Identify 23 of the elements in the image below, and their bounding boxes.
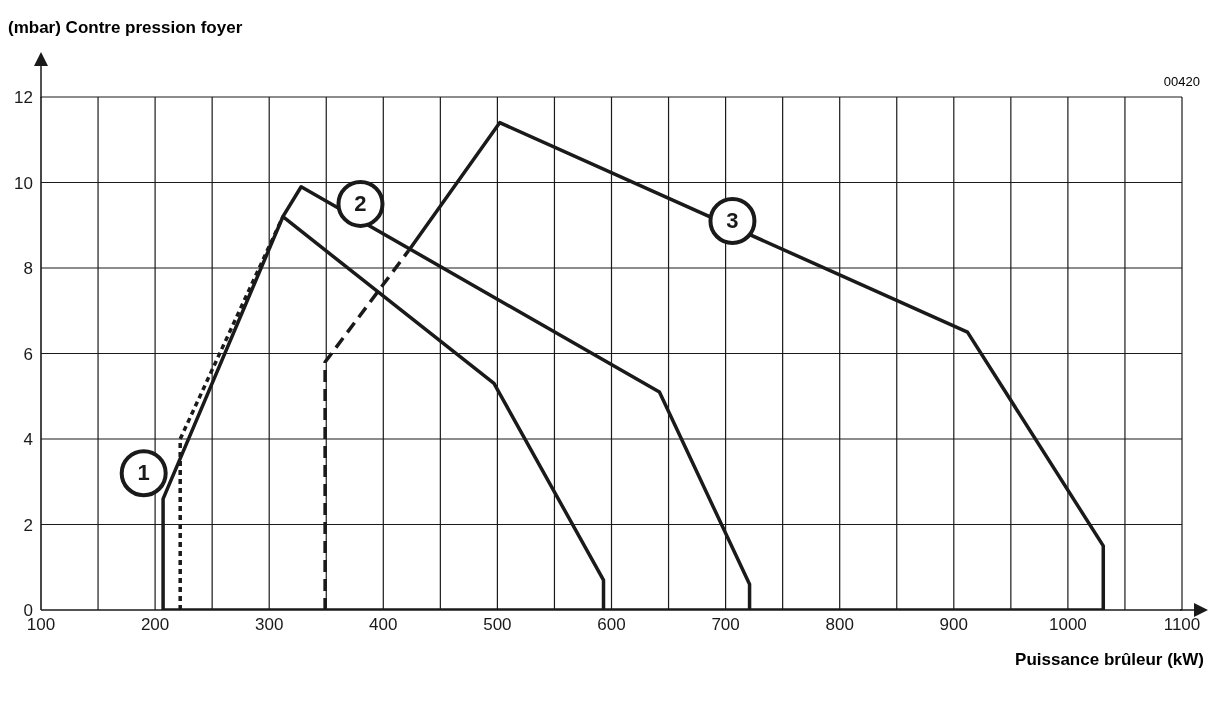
x-tick-label: 400 [369, 615, 398, 635]
x-tick-label: 800 [825, 615, 854, 635]
text: 00420 [1163, 74, 1200, 89]
x-axis-title: Puissance brûleur (kW) [1015, 650, 1204, 670]
y-tick-label: 2 [23, 515, 33, 535]
annotation: 3 [726, 207, 739, 233]
x-tick-label: 700 [711, 615, 740, 635]
y-tick-label: 6 [23, 344, 33, 364]
x-tick-label: 500 [483, 615, 512, 635]
y-axis-title: (mbar) Contre pression foyer [8, 18, 243, 38]
y-tick-label: 12 [14, 88, 33, 108]
x-tick-label: 1000 [1048, 615, 1087, 635]
x-tick-label: 1100 [1163, 615, 1201, 635]
x-tick-label: 200 [140, 615, 170, 635]
y-tick-label: 8 [23, 259, 33, 279]
x-tick-label: 100 [26, 615, 56, 635]
x-tick-label: 900 [939, 615, 968, 635]
annotation: 2 [354, 190, 367, 216]
y-tick-label: 10 [14, 173, 33, 193]
annotation: 1 [137, 460, 150, 486]
x-tick-label: 600 [597, 615, 626, 635]
x-tick-label: 300 [255, 615, 284, 635]
y-tick-label: 4 [23, 430, 33, 450]
